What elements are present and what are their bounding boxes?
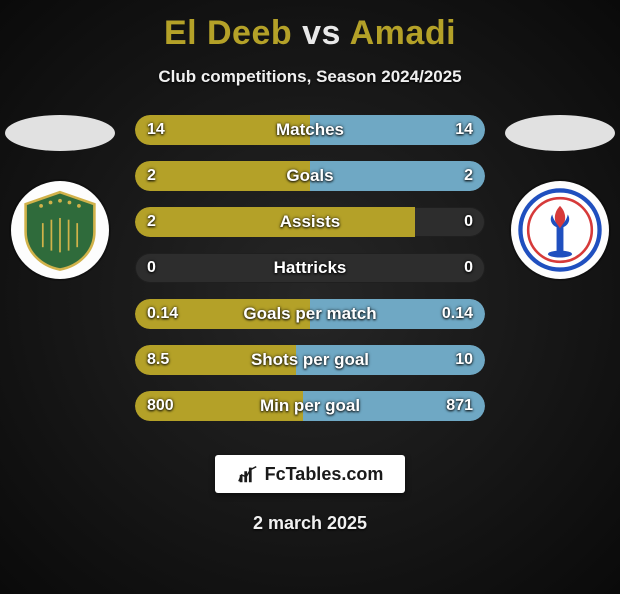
title-vs: vs [302, 14, 341, 52]
club-crest-right-icon [517, 187, 603, 273]
stat-row: 00Hattricks [135, 253, 485, 283]
branding-row: FcTables.com [0, 455, 620, 493]
footer-date: 2 march 2025 [0, 513, 620, 534]
stat-label: Hattricks [135, 253, 485, 283]
player2-club-logo [511, 181, 609, 279]
subtitle: Club competitions, Season 2024/2025 [0, 67, 620, 87]
player1-club-logo [11, 181, 109, 279]
branding-text: FcTables.com [265, 464, 384, 485]
stat-label: Assists [135, 207, 485, 237]
player1-name: El Deeb [164, 14, 292, 52]
stat-label: Min per goal [135, 391, 485, 421]
stat-label: Goals [135, 161, 485, 191]
stat-label: Goals per match [135, 299, 485, 329]
stat-row: 22Goals [135, 161, 485, 191]
stat-label: Shots per goal [135, 345, 485, 375]
stat-row: 0.140.14Goals per match [135, 299, 485, 329]
player1-column [0, 105, 120, 445]
stat-label: Matches [135, 115, 485, 145]
stat-row: 8.510Shots per goal [135, 345, 485, 375]
player2-name: Amadi [350, 14, 456, 52]
comparison-arena: 1414Matches 22Goals 20Assists 00Hattricks 0.… [0, 105, 620, 445]
player1-silhouette [5, 115, 115, 151]
comparison-title: El Deeb vs Amadi [0, 14, 620, 53]
stat-row: 1414Matches [135, 115, 485, 145]
player2-column [500, 105, 620, 445]
chart-icon [237, 463, 259, 485]
player2-silhouette [505, 115, 615, 151]
stats-container: 1414Matches 22Goals 20Assists 00Hattricks 0.… [135, 115, 485, 437]
club-crest-left-icon [17, 187, 103, 273]
stat-row: 20Assists [135, 207, 485, 237]
branding-badge[interactable]: FcTables.com [215, 455, 406, 493]
stat-row: 800871Min per goal [135, 391, 485, 421]
